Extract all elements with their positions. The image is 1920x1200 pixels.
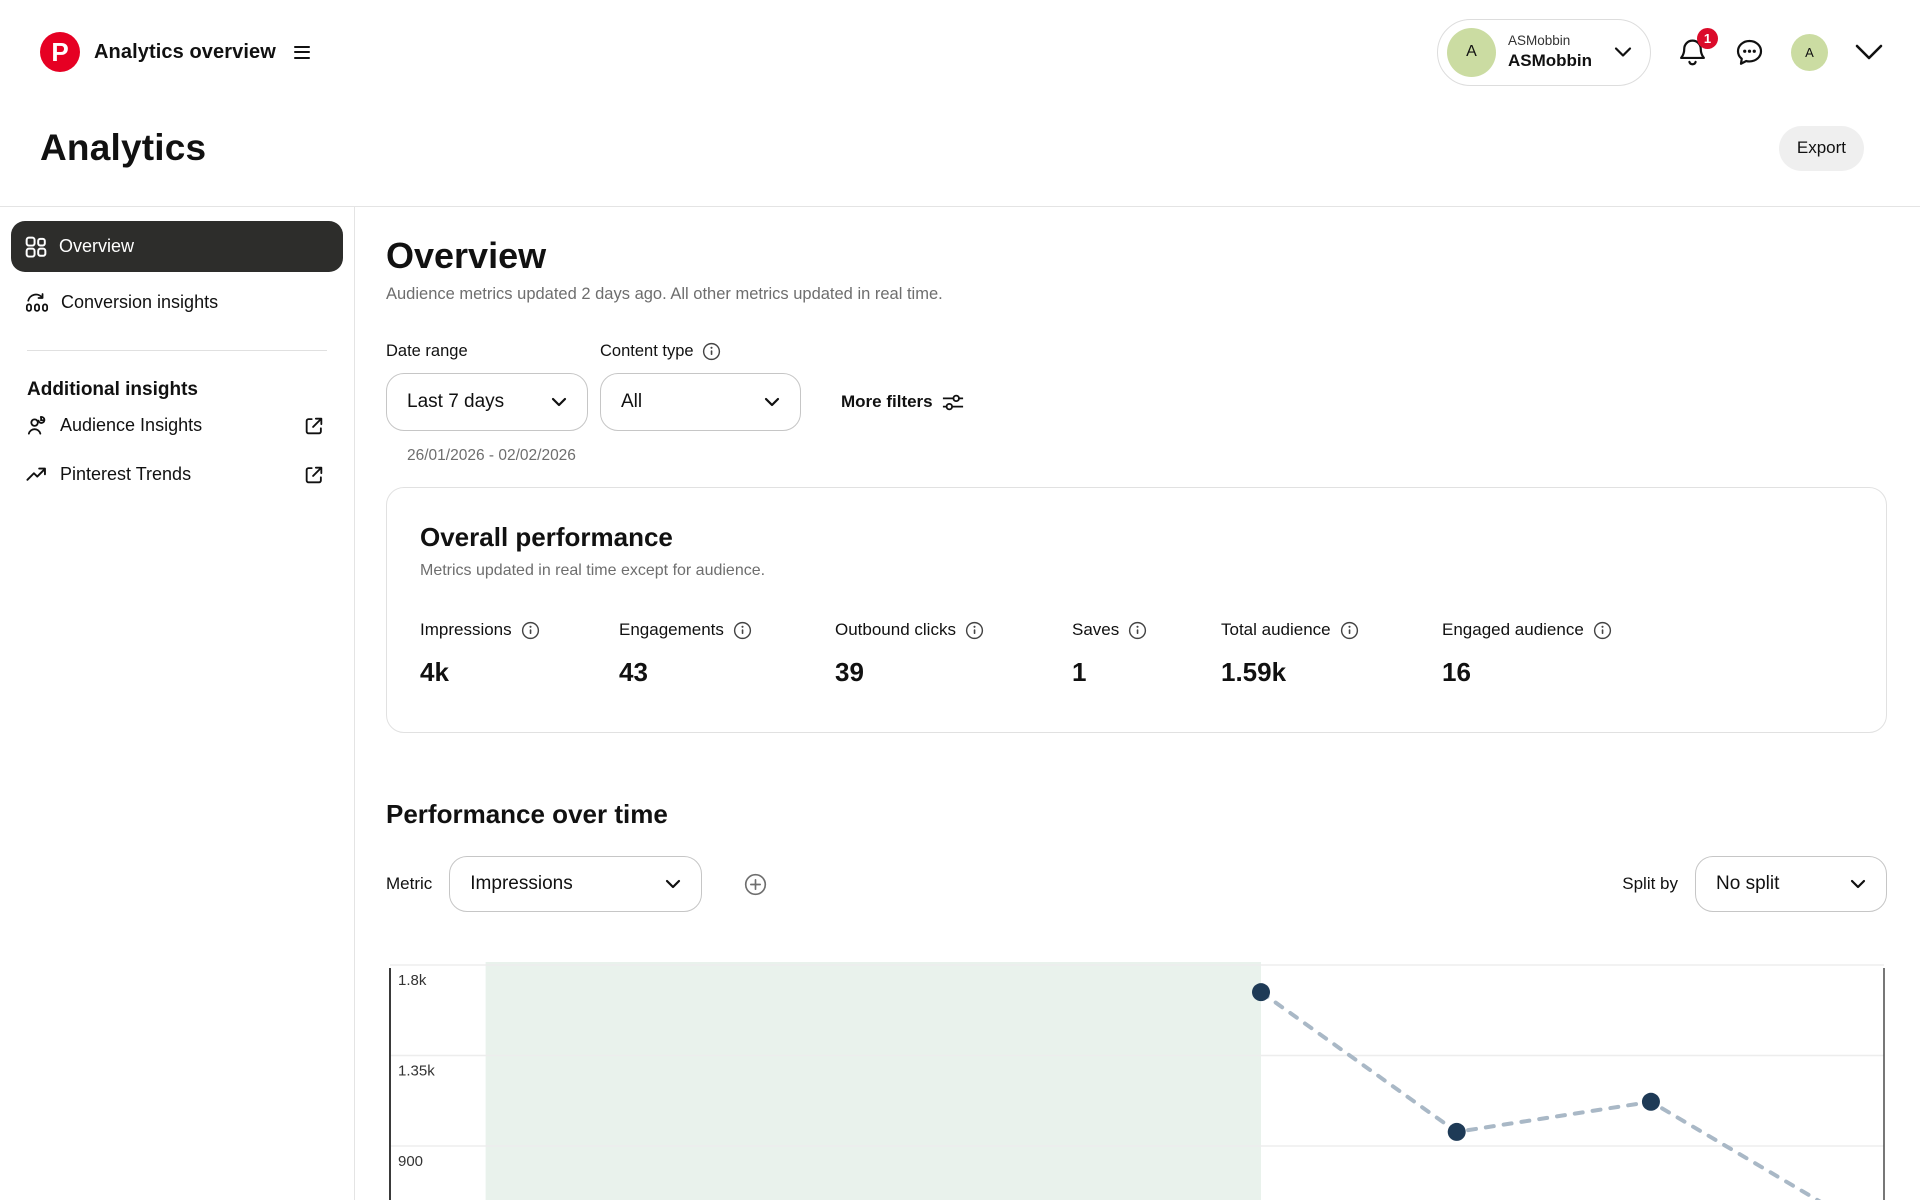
external-link-icon <box>305 466 323 483</box>
performance-title: Performance over time <box>386 799 668 829</box>
chevron-down-icon <box>1850 879 1866 889</box>
series-line <box>1259 990 1822 1200</box>
main-content: Overview Audience metrics updated 2 days… <box>355 207 1920 1200</box>
metric-column: Impressions 4k <box>420 620 619 688</box>
sidebar-item-label: Conversion insights <box>61 292 219 312</box>
metric-name: Engagements <box>619 620 724 639</box>
messages-button[interactable] <box>1734 37 1765 68</box>
account-name-secondary: ASMobbin <box>1507 32 1571 48</box>
sidebar-link-audience-insights[interactable]: Audience Insights <box>11 401 343 450</box>
top-header: P Analytics overview A ASMobbin ASMobbin… <box>0 0 1920 104</box>
sidebar-link-pinterest-trends[interactable]: Pinterest Trends <box>11 450 343 499</box>
export-button[interactable]: Export <box>1778 125 1864 171</box>
info-icon[interactable] <box>1128 621 1147 640</box>
metric-column: Total audience 1.59k <box>1221 620 1442 688</box>
metric-column: Engagements 43 <box>619 620 835 688</box>
performance-chart[interactable]: 1.8k 1.35k 900 <box>386 960 1887 1200</box>
content-type-label: Content type <box>600 342 814 361</box>
info-icon[interactable] <box>733 621 752 640</box>
account-name-primary: ASMobbin <box>1507 50 1592 70</box>
overview-subtitle: Audience metrics updated 2 days ago. All… <box>386 285 943 303</box>
chevron-down-icon <box>764 397 780 407</box>
info-icon[interactable] <box>521 621 540 640</box>
sidebar-item-overview[interactable]: Overview <box>11 221 343 272</box>
date-range-value: Last 7 days <box>407 391 505 412</box>
sliders-icon <box>942 394 963 410</box>
date-range-caption: 26/01/2026 - 02/02/2026 <box>407 447 576 464</box>
trend-arrow-icon <box>26 467 46 481</box>
metric-name: Engaged audience <box>1442 620 1584 639</box>
hamburger-menu-icon[interactable] <box>293 45 310 59</box>
metric-name: Impressions <box>420 620 512 639</box>
info-icon[interactable] <box>1593 621 1612 640</box>
sidebar-link-label: Audience Insights <box>60 415 203 435</box>
metric-value: 1 <box>1072 657 1087 687</box>
metric-label: Metric <box>386 874 433 893</box>
sidebar-item-label: Overview <box>59 236 135 256</box>
notification-badge: 1 <box>1697 27 1718 49</box>
overall-performance-card: Overall performance Metrics updated in r… <box>386 487 1887 733</box>
notifications-button[interactable]: 1 <box>1677 27 1718 68</box>
metric-value: 1.59k <box>1221 657 1287 687</box>
info-icon[interactable] <box>965 621 984 640</box>
split-by-label: Split by <box>1622 874 1678 893</box>
chevron-down-icon <box>1614 46 1632 58</box>
info-icon[interactable] <box>1340 621 1359 640</box>
more-filters-button[interactable]: More filters <box>841 392 964 412</box>
sidebar-item-conversion-insights[interactable]: Conversion insights <box>11 277 343 328</box>
metric-value: Impressions <box>470 873 573 894</box>
account-avatar: A <box>1446 27 1496 77</box>
sidebar-divider <box>27 350 327 351</box>
metric-column: Engaged audience 16 <box>1442 620 1662 688</box>
card-title: Overall performance <box>420 522 673 552</box>
metric-value: 16 <box>1442 657 1471 687</box>
page-title: Analytics <box>40 127 207 168</box>
date-range-label: Date range <box>386 342 468 360</box>
data-point <box>1447 1122 1466 1141</box>
grid-icon <box>25 236 47 258</box>
metric-name: Total audience <box>1221 620 1331 639</box>
metric-value: 43 <box>619 657 648 687</box>
audience-icon <box>27 416 46 435</box>
metric-value: 4k <box>420 657 449 687</box>
metric-value: 39 <box>835 657 864 687</box>
profile-avatar[interactable]: A <box>1791 33 1828 71</box>
metric-name: Outbound clicks <box>835 620 956 639</box>
page-header: Analytics Export <box>0 104 1920 206</box>
line-chart[interactable]: 1.8k 1.35k 900 <box>386 960 1886 1200</box>
sidebar-link-label: Pinterest Trends <box>60 464 192 484</box>
conversion-icon <box>25 292 49 312</box>
split-by-value: No split <box>1716 873 1780 894</box>
content-type-value: All <box>621 391 643 412</box>
info-icon <box>702 342 720 361</box>
date-range-dropdown[interactable]: Last 7 days <box>386 373 588 431</box>
add-metric-button[interactable] <box>743 872 768 897</box>
plus-circle-icon <box>745 873 767 895</box>
metric-column: Outbound clicks 39 <box>835 620 1072 688</box>
account-switcher[interactable]: A ASMobbin ASMobbin <box>1436 18 1651 86</box>
metric-column: Saves 1 <box>1072 620 1221 688</box>
chat-bubble-icon <box>1736 39 1763 65</box>
data-point <box>1252 983 1271 1002</box>
header-chevron-down-icon[interactable] <box>1854 43 1884 61</box>
app-title: Analytics overview <box>94 40 276 63</box>
sidebar: Overview Conversion insights Additional … <box>0 207 355 1200</box>
overview-title: Overview <box>386 235 547 276</box>
content-type-dropdown[interactable]: All <box>600 373 801 431</box>
highlight-band <box>485 962 1262 1200</box>
y-tick-label: 900 <box>398 1153 423 1170</box>
metric-dropdown[interactable]: Impressions <box>449 856 703 912</box>
y-tick-label: 1.8k <box>398 972 427 989</box>
metric-name: Saves <box>1072 620 1120 639</box>
sidebar-section-title: Additional insights <box>27 379 198 400</box>
y-tick-label: 1.35k <box>398 1063 435 1080</box>
chevron-down-icon <box>666 879 681 889</box>
pinterest-logo-icon[interactable]: P <box>40 32 80 72</box>
card-subtitle: Metrics updated in real time except for … <box>420 562 766 579</box>
metrics-row: Impressions 4k Engagements 43 Outbound click… <box>420 620 1853 688</box>
split-by-dropdown[interactable]: No split <box>1695 856 1887 912</box>
chevron-down-icon <box>551 397 567 407</box>
external-link-icon <box>305 417 323 434</box>
data-point <box>1641 1092 1660 1111</box>
